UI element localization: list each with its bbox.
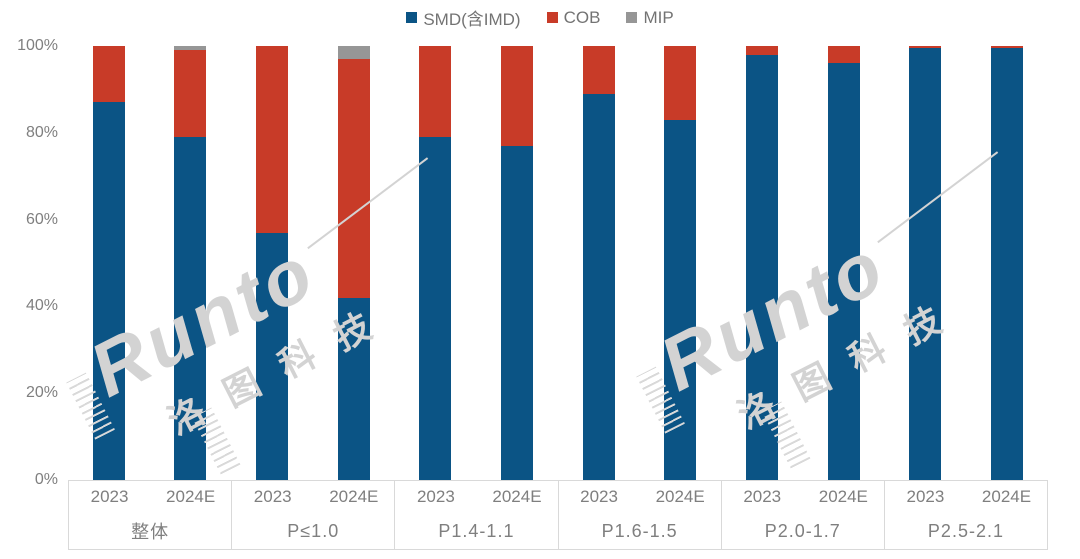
category-label: 整体	[131, 522, 170, 542]
stacked-bar-2023	[909, 46, 942, 480]
plot-area	[68, 46, 1048, 480]
category-cell: 2023 2024E 整体	[69, 481, 233, 549]
bar-segment-cob	[746, 46, 779, 55]
category-label: P2.0-1.7	[764, 520, 841, 541]
year-label: 2024E	[329, 487, 379, 506]
stacked-bar-2024E	[827, 46, 860, 480]
y-axis-tick-label: 40%	[25, 297, 58, 315]
bar-segment-smd	[337, 297, 370, 480]
legend-swatch-icon	[406, 12, 418, 23]
bar-group	[231, 46, 394, 480]
bar-segment-cob	[582, 46, 615, 94]
year-labels-row: 2023 2024E	[722, 481, 884, 513]
stacked-bar-2023	[92, 46, 125, 480]
year-labels-row: 2023 2024E	[395, 481, 557, 513]
bar-segment-cob	[337, 59, 370, 298]
category-cell: 2023 2024E P1.4-1.1	[395, 481, 559, 549]
year-label: 2023	[743, 487, 782, 506]
bar-group	[68, 46, 231, 480]
category-label: P≤1.0	[287, 520, 340, 541]
bar-segment-smd	[582, 93, 615, 480]
bar-segment-cob	[174, 50, 207, 138]
category-cell: 2023 2024E P2.5-2.1	[885, 481, 1049, 549]
year-labels-row: 2023 2024E	[885, 481, 1047, 513]
bar-segment-cob	[991, 46, 1024, 49]
year-labels-row: 2023 2024E	[559, 481, 721, 513]
bar-segment-cob	[501, 46, 534, 146]
bar-group	[395, 46, 558, 480]
category-label: P1.4-1.1	[438, 520, 515, 541]
category-cell: 2023 2024E P2.0-1.7	[722, 481, 885, 549]
x-axis-category-table: 2023 2024E 整体 2023 2024E P≤1.0 2023 2024E P1.4-1…	[68, 480, 1049, 550]
year-label: 2023	[906, 487, 945, 506]
bars-row	[68, 46, 1048, 480]
bar-segment-smd	[909, 48, 942, 480]
stacked-bar-2024E	[337, 46, 370, 480]
bar-segment-smd	[991, 48, 1024, 480]
y-axis: 0% 20% 40% 60% 80% 100%	[0, 37, 58, 488]
category-cell: 2023 2024E P≤1.0	[232, 481, 396, 549]
year-label: 2023	[416, 487, 455, 506]
year-label: 2023	[90, 487, 129, 506]
legend-item: SMD(含IMD)	[406, 5, 521, 30]
bar-segment-cob	[256, 46, 289, 233]
year-labels-row: 2023 2024E	[69, 481, 231, 513]
year-label: 2024E	[166, 487, 216, 506]
bar-segment-smd	[746, 54, 779, 480]
legend-label: SMD(含IMD)	[423, 10, 521, 29]
legend-swatch-icon	[546, 12, 558, 23]
legend-label: COB	[563, 7, 601, 27]
stacked-bar-2024E	[664, 46, 697, 480]
y-axis-tick-label: 60%	[25, 210, 58, 228]
year-label: 2024E	[492, 487, 542, 506]
bar-segment-smd	[664, 119, 697, 480]
bar-group	[885, 46, 1048, 480]
bar-segment-smd	[174, 137, 207, 480]
stacked-bar-2023	[419, 46, 452, 480]
y-axis-tick-label: 100%	[17, 37, 58, 54]
stacked-bar-2023	[582, 46, 615, 480]
legend-label: MIP	[643, 7, 674, 27]
bar-segment-smd	[827, 63, 860, 480]
y-axis-tick-label: 0%	[34, 471, 58, 488]
bar-segment-cob	[909, 46, 942, 49]
bar-segment-cob	[92, 46, 125, 103]
bar-segment-mip	[174, 46, 207, 51]
legend-item: COB	[546, 7, 601, 28]
stacked-bar-2023	[256, 46, 289, 480]
bar-group	[558, 46, 721, 480]
year-label: 2023	[580, 487, 618, 506]
year-label: 2024E	[818, 487, 868, 506]
category-label: P2.5-2.1	[927, 520, 1004, 541]
stacked-bar-2023	[746, 46, 779, 480]
stacked-bar-2024E	[174, 46, 207, 480]
bar-segment-cob	[419, 46, 452, 138]
legend-item: MIP	[626, 7, 674, 28]
bar-segment-mip	[337, 46, 370, 60]
bar-segment-smd	[501, 145, 534, 480]
y-axis-tick-label: 80%	[25, 123, 58, 141]
stacked-bar-2024E	[991, 46, 1024, 480]
bar-segment-smd	[92, 102, 125, 480]
stacked-bar-2024E	[501, 46, 534, 480]
y-axis-tick-label: 20%	[25, 384, 58, 402]
category-cell: 2023 2024E P1.6-1.5	[559, 481, 722, 549]
year-label: 2023	[253, 487, 292, 506]
bar-segment-smd	[256, 232, 289, 480]
chart-legend: SMD(含IMD) COB MIP	[0, 5, 1080, 30]
bar-segment-cob	[664, 46, 697, 120]
category-label: P1.6-1.5	[601, 520, 678, 541]
year-label: 2024E	[655, 487, 705, 506]
bar-segment-cob	[827, 46, 860, 64]
legend-swatch-icon	[626, 12, 638, 23]
year-labels-row: 2023 2024E	[232, 481, 394, 513]
bar-segment-smd	[419, 137, 452, 480]
bar-group	[721, 46, 884, 480]
year-label: 2024E	[981, 487, 1032, 506]
